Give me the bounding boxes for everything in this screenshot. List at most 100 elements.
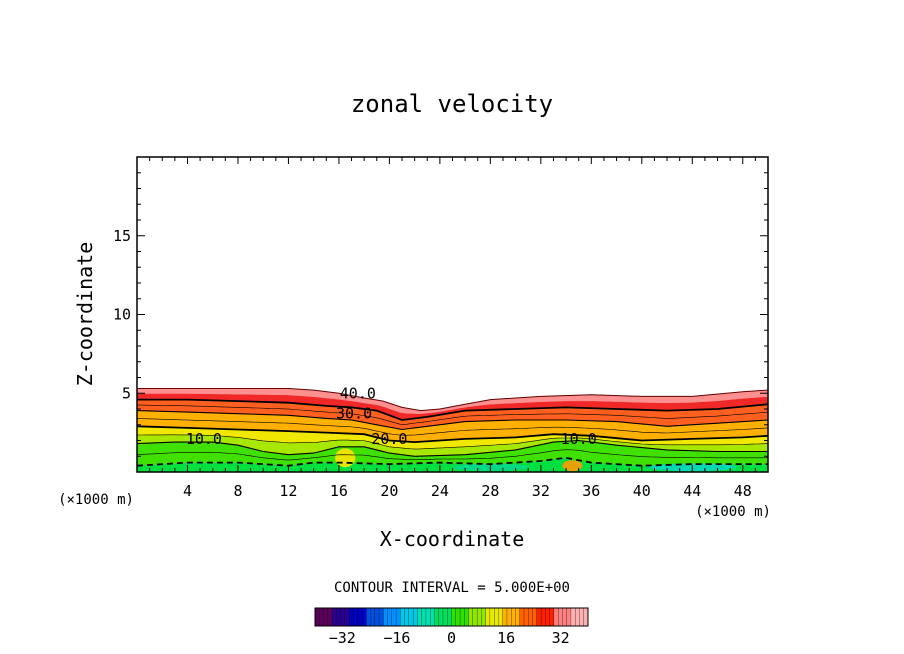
colorbar-swatch: [545, 607, 551, 627]
colorbar-swatch: [374, 607, 380, 627]
contour-line-minor: [137, 418, 768, 436]
colorbar-swatch: [570, 607, 576, 627]
x-tick-label: 48: [734, 482, 752, 500]
colorbar-swatch: [579, 607, 585, 627]
colorbar-swatch: [489, 607, 495, 627]
colorbar-swatch: [336, 607, 342, 627]
colorbar-swatch: [476, 607, 482, 627]
x-tick-label: 20: [380, 482, 398, 500]
chart-title: zonal velocity: [351, 90, 553, 118]
colorbar-swatch: [357, 607, 363, 627]
colorbar-swatch: [566, 607, 572, 627]
colorbar-frame: [314, 607, 589, 627]
colorbar: −32 −16 0 16 32: [314, 607, 589, 647]
colorbar-swatch: [395, 607, 401, 627]
contour-line-minor: [137, 449, 768, 461]
colorbar-swatch: [344, 607, 350, 627]
colorbar-swatch: [314, 607, 320, 627]
contour-line: [137, 410, 768, 431]
colorbar-swatch: [391, 607, 397, 627]
colorbar-swatch: [485, 607, 491, 627]
colorbar-swatch: [498, 607, 504, 627]
colorbar-swatch: [353, 607, 359, 627]
colorbar-swatch: [515, 607, 521, 627]
contour-label: 20.0: [371, 430, 407, 448]
y-axis-label: Z-coordinate: [73, 242, 97, 387]
colorbar-swatch: [425, 607, 431, 627]
x-tick-label: 16: [330, 482, 348, 500]
colorbar-swatch: [366, 607, 371, 627]
contour-line: [137, 398, 768, 421]
colorbar-tick-label: −32: [329, 629, 356, 647]
colorbar-swatch: [438, 607, 444, 627]
colorbar-swatch: [442, 607, 448, 627]
x-tick-label: 40: [633, 482, 651, 500]
colorbar-swatch: [511, 607, 516, 627]
x-tick-label: 32: [532, 482, 550, 500]
colorbar-swatch: [340, 607, 346, 627]
colorbar-swatch: [421, 607, 427, 627]
colorbar-swatch: [323, 607, 329, 627]
colorbar-swatch: [455, 607, 461, 627]
colorbar-swatch: [519, 607, 525, 627]
colorbar-swatch: [532, 607, 538, 627]
colorbar-swatch: [400, 607, 406, 627]
colorbar-swatch: [562, 607, 568, 627]
x-tick-label: 28: [481, 482, 499, 500]
colorbar-swatch: [494, 607, 499, 627]
colorbar-swatch: [540, 607, 546, 627]
contour-line: [137, 456, 768, 467]
colorbar-swatch: [412, 607, 418, 627]
x-tick-label: 8: [233, 482, 242, 500]
colorbar-swatch: [549, 607, 555, 627]
y-tick-label: 15: [113, 227, 131, 245]
x-tick-label: 36: [582, 482, 600, 500]
contour-interval-text: CONTOUR INTERVAL = 5.000E+00: [334, 580, 570, 596]
colorbar-swatch: [370, 607, 376, 627]
colorbar-swatch: [387, 607, 393, 627]
x-unit-right: (×1000 m): [695, 504, 771, 520]
velocity-patch: [562, 460, 583, 472]
colorbar-swatch: [417, 607, 423, 627]
velocity-top-boundary: [137, 388, 768, 412]
colorbar-swatch: [553, 607, 559, 627]
contour-label: 10.0: [186, 430, 222, 448]
contour-label: 40.0: [340, 384, 376, 402]
y-tick-label: 10: [113, 306, 131, 324]
colorbar-swatch: [383, 607, 388, 627]
colorbar-swatch: [348, 607, 354, 627]
colorbar-swatch: [459, 607, 465, 627]
colorbar-tick-label: 32: [552, 629, 570, 647]
colorbar-swatch: [378, 607, 384, 627]
colorbar-swatch: [575, 607, 580, 627]
contour-label: 10.0: [561, 430, 597, 448]
colorbar-swatch: [451, 607, 457, 627]
x-unit-left: (×1000 m): [58, 492, 134, 508]
colorbar-swatch: [361, 607, 367, 627]
contour-line: [137, 425, 768, 444]
colorbar-swatch: [528, 607, 533, 627]
colorbar-swatch: [557, 607, 563, 627]
plot-area: [137, 388, 768, 472]
x-tick-label: 4: [183, 482, 192, 500]
contour-line-minor: [137, 404, 768, 425]
colorbar-swatch: [523, 607, 529, 627]
colorbar-tick-label: −16: [383, 629, 410, 647]
colorbar-swatch: [327, 607, 333, 627]
x-tick-label: 24: [431, 482, 449, 500]
colorbar-tick-label: 16: [497, 629, 515, 647]
x-tick-label: 44: [683, 482, 701, 500]
colorbar-swatch: [404, 607, 410, 627]
colorbar-swatch: [434, 607, 440, 627]
contour-line: [137, 439, 768, 457]
colorbar-tick-label: 0: [447, 629, 456, 647]
colorbar-swatch: [506, 607, 512, 627]
colorbar-swatch: [472, 607, 478, 627]
colorbar-swatch: [447, 607, 452, 627]
x-axis-label: X-coordinate: [380, 527, 525, 551]
colorbar-swatch: [331, 607, 337, 627]
colorbar-swatch: [319, 607, 324, 627]
colorbar-swatch: [481, 607, 487, 627]
